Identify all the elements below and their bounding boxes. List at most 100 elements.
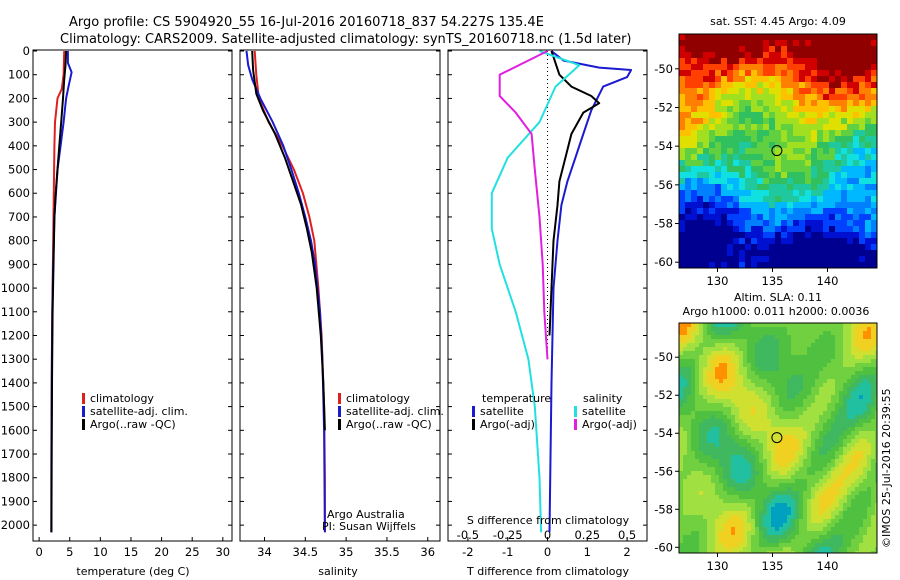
- heatmap-cell: [815, 419, 820, 424]
- heatmap-cell: [691, 539, 696, 544]
- heatmap-cell: [843, 467, 848, 472]
- heatmap-cell: [679, 58, 686, 65]
- heatmap-cell: [823, 148, 830, 155]
- heatmap-cell: [779, 503, 784, 508]
- heatmap-cell: [867, 367, 872, 372]
- heatmap-cell: [867, 383, 872, 388]
- heatmap-cell: [819, 491, 824, 496]
- heatmap-cell: [859, 178, 866, 185]
- heatmap-cell: [779, 443, 784, 448]
- heatmap-cell: [695, 423, 700, 428]
- heatmap-cell: [775, 347, 780, 352]
- heatmap-cell: [723, 371, 728, 376]
- heatmap-cell: [835, 535, 840, 540]
- heatmap-cell: [859, 519, 864, 524]
- heatmap-cell: [779, 415, 784, 420]
- heatmap-cell: [867, 399, 872, 404]
- heatmap-cell: [865, 178, 872, 185]
- heatmap-cell: [815, 455, 820, 460]
- heatmap-cell: [855, 367, 860, 372]
- heatmap-cell: [847, 431, 852, 436]
- heatmap-cell: [685, 130, 692, 137]
- heatmap-cell: [787, 543, 792, 548]
- heatmap-cell: [815, 371, 820, 376]
- heatmap-cell: [723, 323, 728, 328]
- heatmap-cell: [791, 523, 796, 528]
- heatmap-cell: [707, 495, 712, 500]
- heatmap-cell: [703, 479, 708, 484]
- heatmap-cell: [763, 190, 770, 197]
- heatmap-cell: [775, 427, 780, 432]
- heatmap-cell: [759, 403, 764, 408]
- heatmap-cell: [859, 459, 864, 464]
- heatmap-cell: [843, 543, 848, 548]
- heatmap-cell: [787, 531, 792, 536]
- heatmap-cell: [721, 142, 728, 149]
- heatmap-cell: [683, 455, 688, 460]
- heatmap-cell: [715, 443, 720, 448]
- heatmap-cell: [685, 232, 692, 239]
- heatmap-cell: [703, 455, 708, 460]
- heatmap-cell: [697, 58, 704, 65]
- heatmap-cell: [839, 519, 844, 524]
- heatmap-cell: [827, 475, 832, 480]
- heatmap-cell: [697, 82, 704, 89]
- heatmap-cell: [847, 415, 852, 420]
- heatmap-cell: [691, 475, 696, 480]
- heatmap-cell: [851, 539, 856, 544]
- heatmap-cell: [871, 539, 876, 544]
- heatmap-cell: [787, 88, 794, 95]
- heatmap-cell: [787, 475, 792, 480]
- heatmap-cell: [783, 351, 788, 356]
- heatmap-cell: [707, 419, 712, 424]
- heatmap-cell: [793, 154, 800, 161]
- y-tick-label: 1700: [1, 447, 30, 461]
- heatmap-cell: [811, 539, 816, 544]
- heatmap-cell: [723, 459, 728, 464]
- heatmap-cell: [747, 327, 752, 332]
- heatmap-cell: [709, 58, 716, 65]
- heatmap-cell: [799, 363, 804, 368]
- heatmap-cell: [795, 467, 800, 472]
- heatmap-cell: [739, 184, 746, 191]
- heatmap-cell: [859, 359, 864, 364]
- heatmap-cell: [871, 148, 877, 155]
- heatmap-cell: [835, 383, 840, 388]
- heatmap-cell: [683, 399, 688, 404]
- heatmap-cell: [727, 471, 732, 476]
- heatmap-cell: [715, 106, 722, 113]
- heatmap-cell: [781, 238, 788, 245]
- heatmap-cell: [679, 184, 686, 191]
- x-tick-label: 2: [623, 545, 630, 559]
- heatmap-cell: [755, 423, 760, 428]
- heatmap-cell: [771, 335, 776, 340]
- heatmap-cell: [747, 423, 752, 428]
- heatmap-cell: [743, 427, 748, 432]
- heatmap-cell: [739, 475, 744, 480]
- heatmap-cell: [871, 483, 876, 488]
- heatmap-cell: [875, 367, 877, 372]
- heatmap-cell: [795, 387, 800, 392]
- heatmap-cell: [783, 379, 788, 384]
- heatmap-cell: [839, 447, 844, 452]
- heatmap-cell: [867, 523, 872, 528]
- heatmap-cell: [847, 142, 854, 149]
- heatmap-cell: [787, 202, 794, 209]
- heatmap-cell: [791, 475, 796, 480]
- series-climatology: [253, 50, 326, 533]
- heatmap-cell: [799, 391, 804, 396]
- heatmap-cell: [823, 339, 828, 344]
- heatmap-cell: [683, 427, 688, 432]
- heatmap-cell: [679, 351, 684, 356]
- heatmap-cell: [751, 202, 758, 209]
- heatmap-cell: [823, 379, 828, 384]
- heatmap-cell: [751, 148, 758, 155]
- heatmap-cell: [817, 136, 824, 143]
- heatmap-cell: [775, 527, 780, 532]
- heatmap-cell: [823, 351, 828, 356]
- heatmap-cell: [839, 387, 844, 392]
- heatmap-cell: [799, 232, 806, 239]
- heatmap-cell: [763, 375, 768, 380]
- heatmap-cell: [817, 202, 824, 209]
- heatmap-cell: [791, 495, 796, 500]
